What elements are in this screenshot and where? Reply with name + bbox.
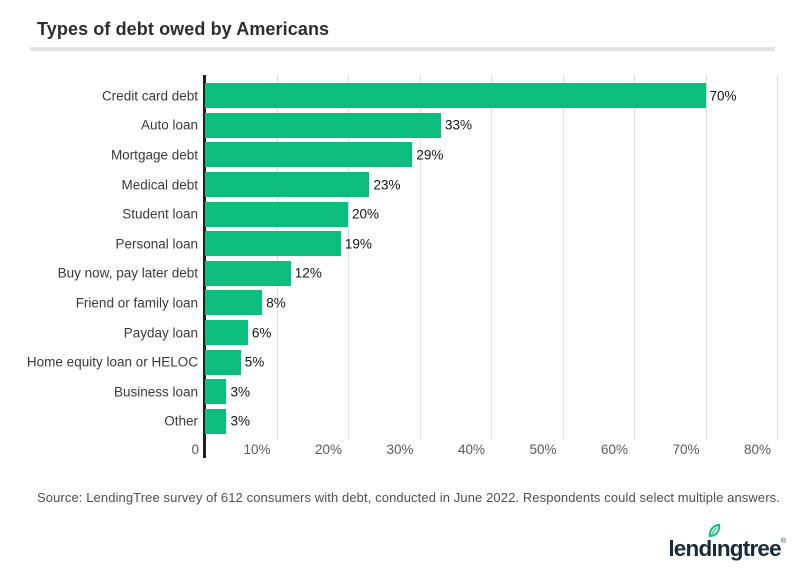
chart-row: Medical debt 23% (0, 170, 810, 200)
value-label: 33% (444, 117, 472, 133)
source-note: Source: LendingTree survey of 612 consum… (37, 490, 780, 505)
value-label: 6% (251, 325, 272, 341)
gridline (276, 75, 278, 440)
bar (205, 290, 263, 316)
chart-row: Credit card debt 70% (0, 81, 810, 111)
x-tick-label: 80% (743, 442, 771, 457)
bar-track: 8% (205, 290, 777, 316)
bar-chart: Credit card debt 70% Auto loan 33% Mortgage … (0, 75, 810, 460)
logo-letter-i: ı (708, 523, 721, 562)
chart-row: Student loan 20% (0, 199, 810, 229)
bar (205, 231, 341, 257)
chart-row: Personal loan 19% (0, 229, 810, 259)
gridline (491, 75, 492, 440)
gridline (777, 75, 778, 440)
x-tick-label: 20% (314, 442, 342, 457)
chart-row: Friend or family loan 8% (0, 288, 810, 318)
bar (205, 408, 227, 434)
chart-row: Mortgage debt 29% (0, 140, 810, 170)
bar-track: 19% (205, 231, 777, 257)
bar (205, 112, 441, 138)
bar (205, 172, 370, 198)
logo-text-lend: lend (668, 536, 712, 561)
bar-rows: Credit card debt 70% Auto loan 33% Mortgage … (0, 81, 810, 436)
bar (205, 83, 706, 109)
gridlines (205, 75, 778, 440)
category-label: Medical debt (121, 177, 198, 193)
value-label: 5% (244, 354, 265, 370)
bar (205, 320, 248, 346)
bar-track: 70% (205, 83, 777, 109)
bar-track: 23% (205, 172, 777, 198)
bar (205, 201, 348, 227)
title-divider (30, 47, 775, 51)
bar-track: 29% (205, 142, 777, 168)
value-label: 23% (373, 177, 401, 193)
category-label: Buy now, pay later debt (57, 265, 198, 281)
category-label: Auto loan (140, 117, 198, 133)
chart-row: Buy now, pay later debt 12% (0, 259, 810, 289)
logo-text-ngtree: ngtree (716, 536, 782, 561)
bar (205, 260, 291, 286)
value-label: 29% (416, 147, 444, 163)
registered-trademark: ® (780, 538, 786, 545)
x-axis: 0 10% 20% 30% 40% 50% 60% 70% 80% (0, 442, 810, 460)
gridline (348, 75, 349, 440)
bar (205, 142, 413, 168)
gridline (705, 75, 707, 440)
category-label: Other (164, 413, 198, 429)
y-axis-line (203, 75, 206, 458)
x-tick-label: 30% (386, 442, 414, 457)
category-label: Friend or family loan (75, 295, 198, 311)
bar-track: 5% (205, 349, 777, 375)
chart-row: Other 3% (0, 407, 810, 437)
category-label: Personal loan (115, 236, 198, 252)
chart-row: Home equity loan or HELOC 5% (0, 347, 810, 377)
category-label: Business loan (113, 384, 198, 400)
chart-title: Types of debt owed by Americans (37, 19, 330, 39)
category-label: Student loan (122, 206, 198, 222)
bar-track: 33% (205, 112, 777, 138)
bar-track: 6% (205, 320, 777, 346)
value-label: 3% (230, 384, 250, 400)
bar-track: 3% (205, 379, 777, 405)
x-tick-label: 10% (243, 442, 271, 457)
value-label: 19% (344, 236, 372, 252)
x-tick-label: 70% (672, 442, 700, 457)
x-tick-label: 60% (600, 442, 628, 457)
value-label: 3% (230, 413, 250, 429)
bar-track: 3% (205, 408, 777, 434)
bar (205, 349, 241, 375)
category-label: Mortgage debt (110, 147, 198, 163)
chart-row: Auto loan 33% (0, 111, 810, 141)
chart-row: Payday loan 6% (0, 318, 810, 348)
bar-track: 12% (205, 260, 777, 286)
value-label: 8% (266, 295, 286, 311)
bar (205, 379, 227, 405)
category-label: Payday loan (123, 325, 198, 341)
x-tick-label: 50% (529, 442, 557, 457)
category-label: Home equity loan or HELOC (26, 354, 198, 370)
value-label: 70% (709, 88, 737, 104)
gridline (634, 75, 635, 440)
bar-track: 20% (205, 201, 777, 227)
chart-row: Business loan 3% (0, 377, 810, 407)
value-label: 20% (352, 206, 380, 222)
lendingtree-logo: lend ıngtree® (668, 523, 786, 562)
x-tick-label: 40% (457, 442, 485, 457)
value-label: 12% (294, 265, 322, 281)
leaf-icon (708, 523, 721, 538)
gridline (562, 75, 564, 440)
gridline (419, 75, 421, 440)
category-label: Credit card debt (101, 88, 198, 104)
x-tick-label: 0 (191, 442, 199, 457)
